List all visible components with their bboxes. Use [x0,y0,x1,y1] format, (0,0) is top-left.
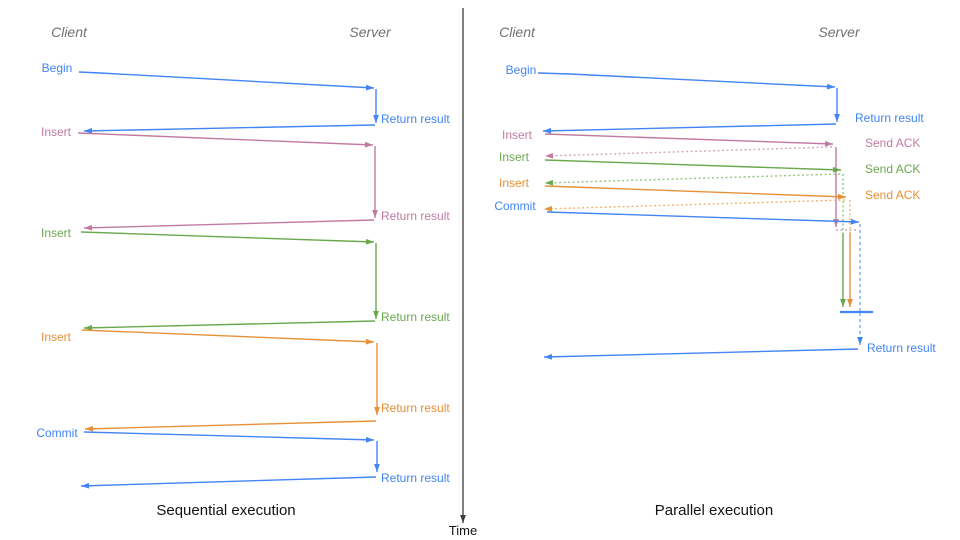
arrowhead [834,114,840,122]
connector-line [83,431,375,441]
sequential-server-header: Server [349,24,391,40]
sequential-title: Sequential execution [156,502,296,519]
msg-insert-2: Insert [40,226,72,240]
arrowhead [824,140,833,147]
connector-line [81,329,375,343]
return-result-2: Return result [867,341,936,355]
arrowhead [365,238,374,245]
arrowhead [545,179,554,186]
arrowhead [84,224,93,231]
return-result-1: Return result [381,112,450,126]
arrowhead [543,127,552,134]
arrowhead [365,84,374,91]
msg-insert-2: Insert [498,150,530,164]
return-result-5: Return result [381,471,450,485]
msg-commit: Commit [494,199,536,213]
arrowhead [837,193,846,200]
arrowhead [365,436,374,443]
arrowhead [364,141,373,148]
connector-line [80,476,377,487]
msg-insert-3: Insert [40,330,72,344]
connector-line [83,219,375,229]
return-result-1: Return result [855,111,924,125]
arrowhead [365,338,374,345]
connector-line [84,420,377,430]
arrowhead [373,311,379,319]
arrowhead [544,353,553,360]
connector-line [544,146,833,157]
arrowhead [857,337,863,345]
connector-line [542,123,837,132]
arrowhead [826,83,835,90]
arrowhead [85,425,94,432]
arrowhead [545,152,554,159]
arrowhead [850,218,859,225]
parallel-server-header: Server [818,24,860,40]
sequential-client-header: Client [51,24,87,40]
connector-line [543,199,846,210]
return-result-4: Return result [381,401,450,415]
connector-line [78,71,375,89]
arrowhead [373,115,379,123]
parallel-client-header: Client [499,24,535,40]
time-axis-label: Time [448,523,478,538]
connector-line [83,124,376,132]
msg-insert-1: Insert [501,128,533,142]
return-result-2: Return result [381,209,450,223]
arrowhead [84,127,93,134]
parallel-title: Parallel execution [654,502,774,519]
connector-line [537,72,836,88]
send-ack-1: Send ACK [865,136,921,150]
connector-line [544,185,847,198]
send-ack-3: Send ACK [865,188,921,202]
arrowhead [81,482,90,489]
arrowhead [84,324,93,331]
arrowhead [840,299,846,307]
msg-begin: Begin [505,63,537,77]
msg-commit: Commit [36,426,78,440]
connector-line [80,231,375,243]
msg-insert-3: Insert [498,176,530,190]
return-result-3: Return result [381,310,450,324]
send-ack-2: Send ACK [865,162,921,176]
msg-begin: Begin [41,61,73,75]
arrowhead [372,210,378,218]
connector-line [543,348,859,358]
arrowhead [832,166,841,173]
connector-line [544,159,842,171]
connector-line [544,133,834,145]
arrowhead [460,515,466,523]
arrowhead [374,407,380,415]
arrowhead [544,205,553,212]
arrowhead [847,299,853,307]
msg-insert-1: Insert [40,125,72,139]
arrowhead [374,464,380,472]
connector-line [83,320,376,329]
connector-line [77,132,374,146]
connector-line [546,211,860,223]
